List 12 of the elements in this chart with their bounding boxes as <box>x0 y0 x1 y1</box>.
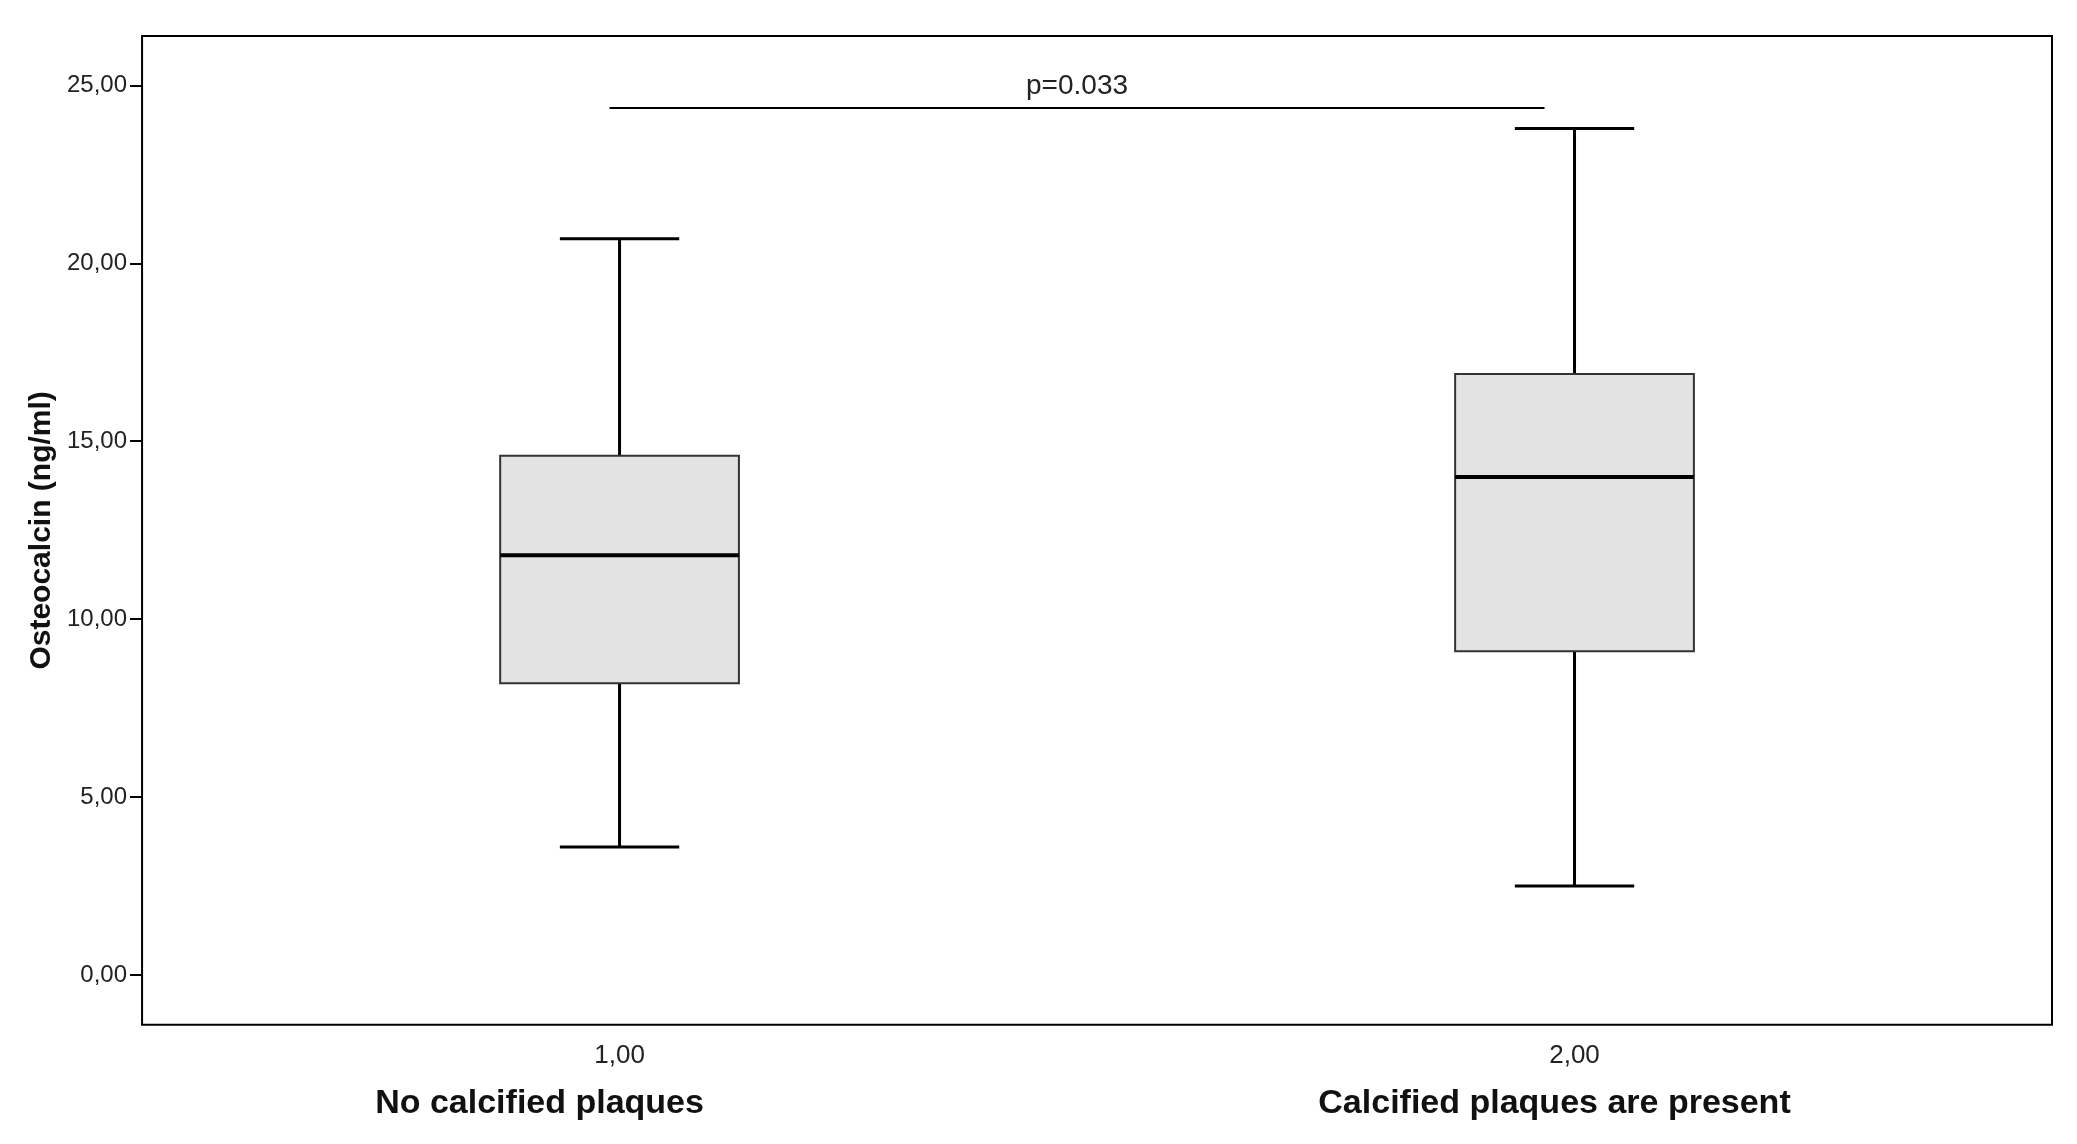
text: No calcified plaques <box>375 1082 704 1121</box>
x-tick-label: 2,00 <box>1549 1038 1600 1069</box>
y-tick-label: 25,00 <box>67 70 128 98</box>
annotation: p=0.033 <box>1026 68 1129 100</box>
text: Calcified plaques are present <box>1318 1082 1791 1121</box>
y-axis-title: Osteocalcin (ng/ml) <box>23 391 57 670</box>
x-tick-label: 1,00 <box>594 1038 645 1069</box>
y-tick-label: 20,00 <box>67 248 128 276</box>
y-tick-label: 0,00 <box>80 959 128 987</box>
y-tick-label: 10,00 <box>67 603 128 631</box>
y-tick-label: 15,00 <box>67 426 128 454</box>
y-tick-label: 5,00 <box>80 781 128 809</box>
